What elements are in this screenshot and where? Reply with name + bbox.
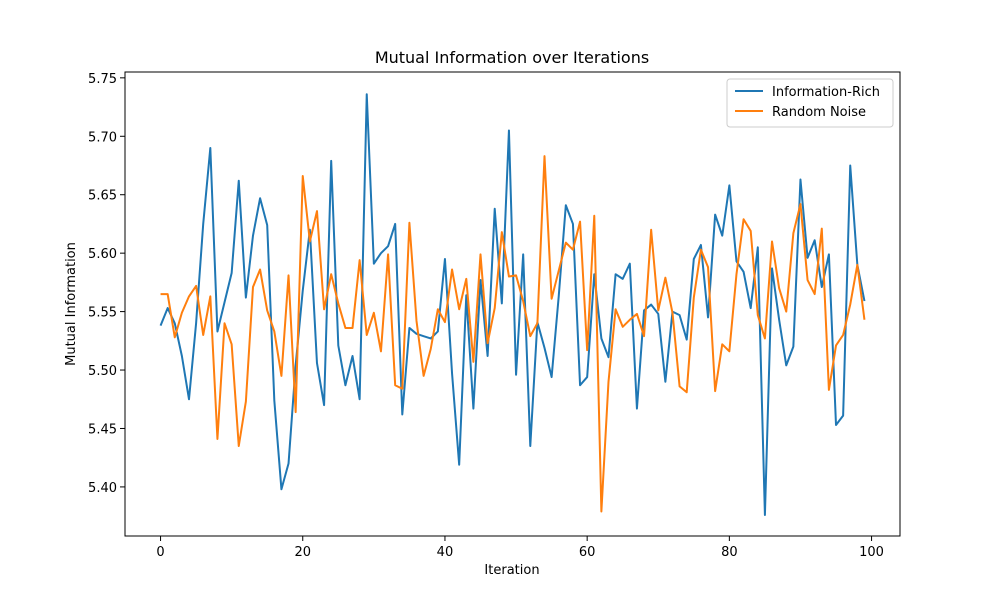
legend-frame [726,78,894,128]
y-axis-title: Mutual Information [64,242,79,366]
y-tick-label: 5.70 [88,130,117,145]
axes-frame [124,71,901,537]
x-tick-label: 100 [859,545,884,560]
y-tick-label: 5.45 [88,422,117,437]
legend-label-information-rich: Information-Rich [772,85,880,100]
x-axis-title: Iteration [484,563,539,578]
series-layer [159,93,866,516]
x-tick-label: 40 [437,545,454,560]
y-tick-label: 5.75 [88,72,117,87]
series-line-information-rich [159,93,866,516]
x-tick-label: 0 [156,545,164,560]
y-tick-label: 5.65 [88,189,117,204]
y-tick-label: 5.55 [88,306,117,321]
x-tick-label: 20 [294,545,311,560]
chart-title: Mutual Information over Iterations [375,48,649,67]
x-axis: 0 20 40 60 80 100 [156,536,884,560]
y-tick-label: 5.50 [88,364,117,379]
legend: Information-Rich Random Noise [726,78,894,128]
x-tick-label: 80 [721,545,738,560]
x-tick-label: 60 [579,545,596,560]
y-tick-label: 5.60 [88,247,117,262]
y-axis: 5.40 5.45 5.50 5.55 5.60 5.65 5.70 5.75 [88,72,125,496]
series-line-random-noise [160,155,866,513]
y-tick-label: 5.40 [88,481,117,496]
legend-label-random-noise: Random Noise [772,105,866,120]
plot-area [124,71,901,537]
